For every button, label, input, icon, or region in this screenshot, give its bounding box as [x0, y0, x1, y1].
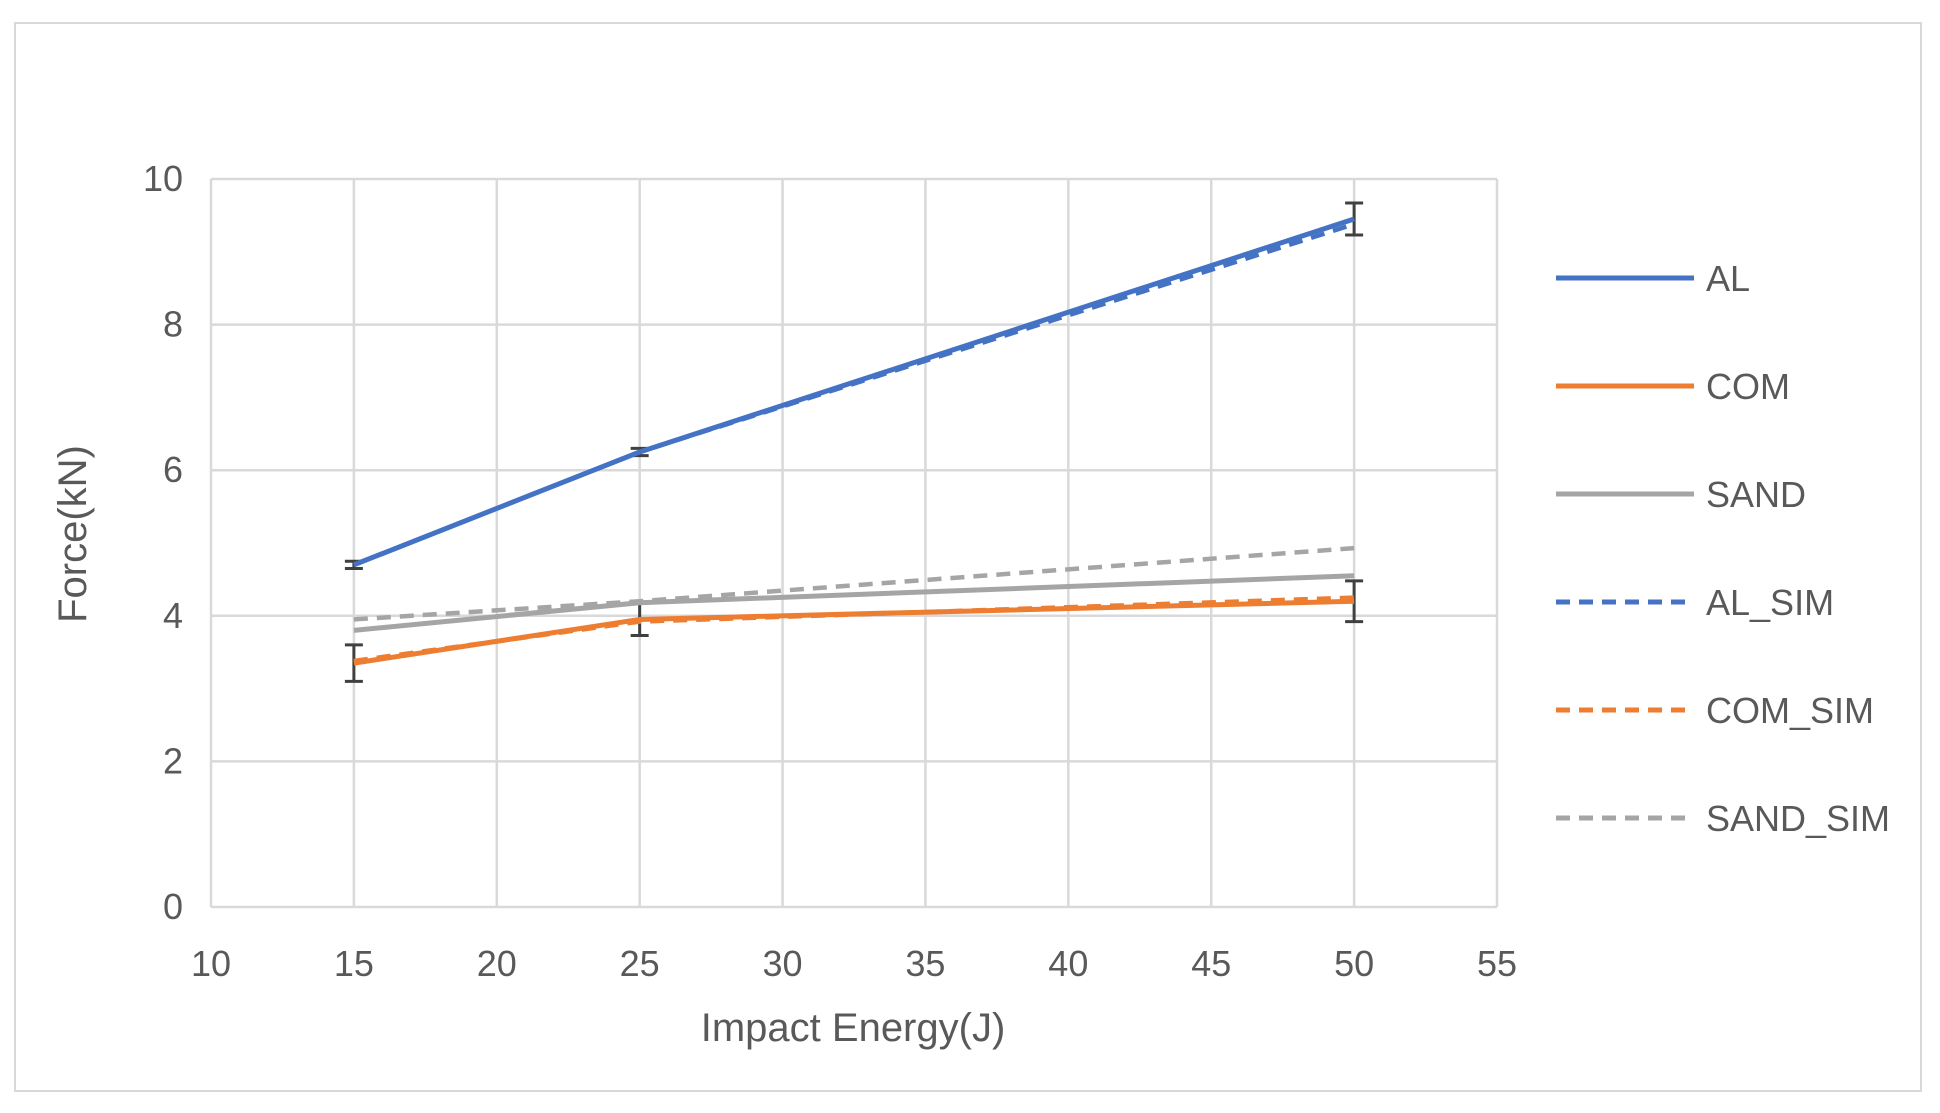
y-tick-label-1: 2 [163, 740, 183, 781]
legend-label-sand-sim: SAND_SIM [1706, 798, 1890, 839]
x-tick-label-1: 15 [334, 943, 374, 984]
x-axis-ticks: 10 15 20 25 30 35 40 45 50 55 [191, 943, 1517, 984]
x-tick-label-6: 40 [1048, 943, 1088, 984]
line-chart: 10 15 20 25 30 35 40 45 50 55 0 2 4 6 8 10 Impact Ener… [51, 158, 1890, 1050]
x-tick-label-9: 55 [1477, 943, 1517, 984]
series-line-com-sim [353, 595, 1355, 664]
legend-label-al-sim: AL_SIM [1706, 582, 1834, 623]
series-line-al-sim [353, 221, 1355, 567]
legend-label-com: COM [1706, 366, 1790, 407]
x-tick-label-0: 10 [191, 943, 231, 984]
legend-label-sand: SAND [1706, 474, 1806, 515]
error-bars [344, 201, 1364, 683]
y-tick-label-2: 4 [163, 595, 183, 636]
series-line-sand-sim [353, 545, 1355, 622]
x-tick-label-8: 50 [1334, 943, 1374, 984]
x-tick-label-3: 25 [620, 943, 660, 984]
y-tick-label-3: 6 [163, 449, 183, 490]
x-tick-label-4: 30 [763, 943, 803, 984]
x-axis-title: Impact Energy(J) [701, 1006, 1006, 1050]
x-tick-label-7: 45 [1191, 943, 1231, 984]
legend-label-al: AL [1706, 258, 1750, 299]
x-tick-label-2: 20 [477, 943, 517, 984]
series-lines [352, 216, 1355, 666]
y-axis-ticks: 0 2 4 6 8 10 [143, 158, 183, 927]
x-tick-label-5: 35 [905, 943, 945, 984]
y-tick-label-0: 0 [163, 886, 183, 927]
legend-label-com-sim: COM_SIM [1706, 690, 1874, 731]
legend: AL COM SAND AL_SIM COM_SIM SAND_SIM [1556, 258, 1890, 839]
y-tick-label-4: 8 [163, 304, 183, 345]
chart-frame: 10 15 20 25 30 35 40 45 50 55 0 2 4 6 8 10 Impact Ener… [14, 22, 1922, 1092]
y-axis-title: Force(kN) [51, 445, 95, 623]
y-tick-label-5: 10 [143, 158, 183, 199]
